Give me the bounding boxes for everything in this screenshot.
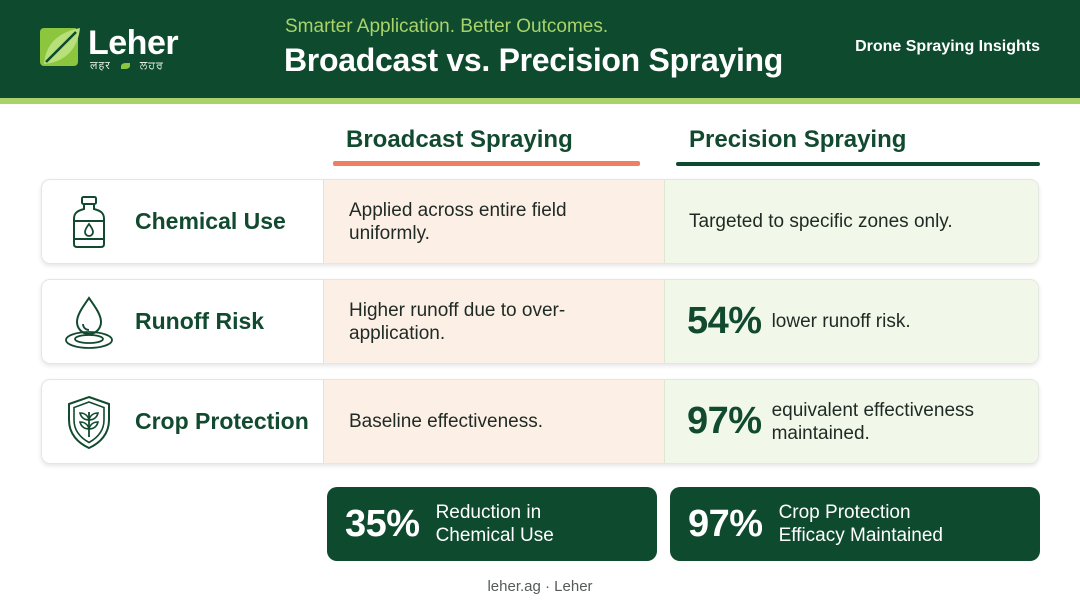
leher-logo[interactable]: Leher लहर ਲਹਰ <box>38 24 188 76</box>
water-drop-icon <box>65 296 113 349</box>
leaf-dot-icon <box>120 63 130 70</box>
comparison-row-chemical-use: Chemical Use Applied across entire field… <box>41 179 1039 264</box>
stat-value: 54% <box>687 300 762 342</box>
column-underline-precision <box>676 162 1040 166</box>
broadcast-description: Applied across entire field uniformly. <box>349 199 567 244</box>
row-label: Runoff Risk <box>135 308 265 334</box>
broadcast-cell: Higher runoff due to over-application. <box>323 280 664 363</box>
logo-subtext: लहर ਲਹਰ <box>90 60 164 72</box>
summary-value: 35% <box>345 502 420 545</box>
row-label: Crop Protection <box>135 408 309 434</box>
comparison-row-runoff-risk: Runoff Risk Higher runoff due to over-ap… <box>41 279 1039 364</box>
logo-sub-punjabi: ਲਹਰ <box>139 60 164 72</box>
leaf-logo-icon <box>40 28 80 66</box>
broadcast-description: Baseline effectiveness. <box>349 411 543 432</box>
summary-value: 97% <box>688 502 763 545</box>
summary-line-1: Crop Protection <box>778 502 911 523</box>
tagline: Smarter Application. Better Outcomes. <box>285 16 609 37</box>
stat-description: lower runoff risk. <box>771 311 911 332</box>
footer-credit[interactable]: leher.ag · Leher <box>487 578 593 595</box>
broadcast-cell: Baseline effectiveness. <box>323 380 664 463</box>
page-title: Broadcast vs. Precision Spraying <box>284 42 784 78</box>
summary-card-efficacy: 97% Crop Protection Efficacy Maintained <box>670 487 1040 561</box>
row-label-cell: Crop Protection <box>42 380 323 463</box>
stat-value: 97% <box>687 400 762 442</box>
shield-leaf-icon <box>68 395 110 450</box>
column-header-broadcast: Broadcast Spraying <box>346 126 573 153</box>
precision-stat: 97% equivalent effectiveness maintained. <box>687 380 1022 463</box>
summary-text: Crop Protection Efficacy Maintained <box>779 501 943 547</box>
column-header-precision: Precision Spraying <box>689 126 907 153</box>
precision-description: Targeted to specific zones only. <box>689 211 953 232</box>
summary-line-2: Chemical Use <box>435 525 554 546</box>
row-label-cell: Chemical Use <box>42 180 323 263</box>
bottle-icon <box>73 196 105 248</box>
row-label-cell: Runoff Risk <box>42 280 323 363</box>
logo-sub-hindi: लहर <box>90 60 111 72</box>
precision-cell: 97% equivalent effectiveness maintained. <box>664 380 1038 463</box>
summary-text: Reduction in Chemical Use <box>436 501 554 547</box>
summary-card-chemical-reduction: 35% Reduction in Chemical Use <box>327 487 657 561</box>
broadcast-cell: Applied across entire field uniformly. <box>323 180 664 263</box>
logo-wordmark: Leher <box>88 24 179 62</box>
row-label: Chemical Use <box>135 208 286 234</box>
header-bar: Leher लहर ਲਹਰ Smarter Application. Better… <box>0 0 1080 98</box>
precision-cell: 54% lower runoff risk. <box>664 280 1038 363</box>
broadcast-description: Higher runoff due to over-application. <box>349 299 566 344</box>
precision-cell: Targeted to specific zones only. <box>664 180 1038 263</box>
header-section-label: Drone Spraying Insights <box>855 38 1040 55</box>
column-underline-broadcast <box>333 161 640 166</box>
precision-stat: 54% lower runoff risk. <box>687 280 1022 363</box>
comparison-row-crop-protection: Crop Protection Baseline effectiveness. … <box>41 379 1039 464</box>
header-accent-stripe <box>0 98 1080 104</box>
stat-description: equivalent effectiveness maintained. <box>771 399 975 444</box>
summary-line-2: Efficacy Maintained <box>778 525 943 546</box>
summary-line-1: Reduction in <box>435 502 542 523</box>
